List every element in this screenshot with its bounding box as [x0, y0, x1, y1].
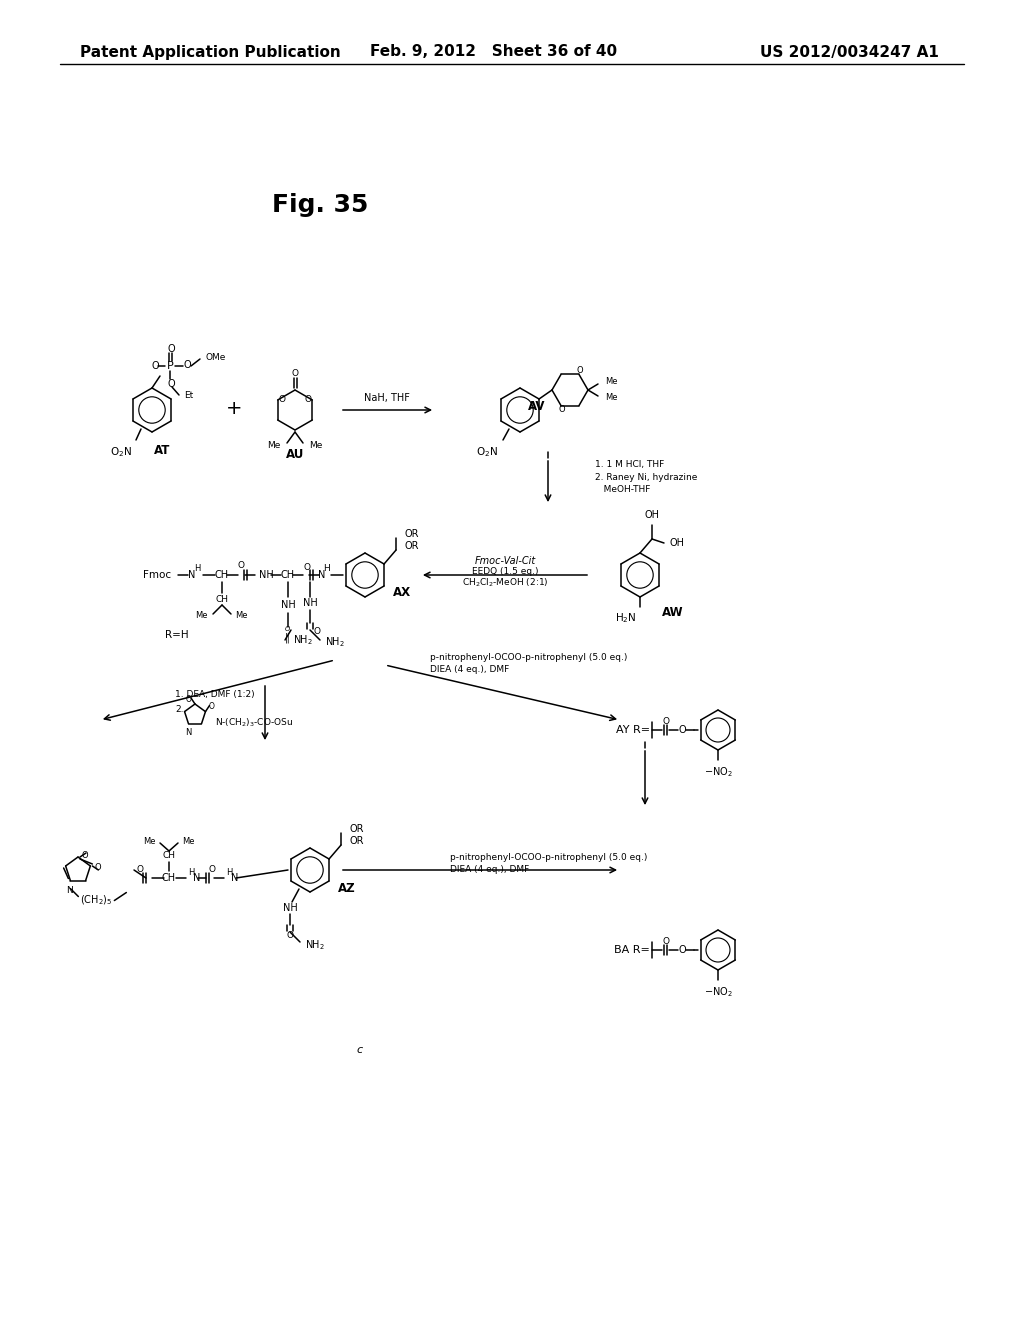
Text: R=H: R=H: [165, 630, 188, 640]
Text: O: O: [559, 405, 565, 414]
Text: CH: CH: [281, 570, 295, 579]
Text: $c$: $c$: [356, 1045, 364, 1055]
Text: 2. Raney Ni, hydrazine: 2. Raney Ni, hydrazine: [595, 473, 697, 482]
Text: O: O: [287, 931, 294, 940]
Text: O: O: [577, 366, 584, 375]
Text: OR: OR: [349, 824, 364, 834]
Text: Me: Me: [143, 837, 156, 846]
Text: CH: CH: [163, 851, 175, 861]
Text: O: O: [279, 395, 285, 404]
Text: O: O: [663, 936, 670, 945]
Text: 1. 1 M HCl, THF: 1. 1 M HCl, THF: [595, 461, 665, 470]
Text: AY R=: AY R=: [615, 725, 650, 735]
Text: Fmoc-Val-Cit: Fmoc-Val-Cit: [474, 556, 536, 566]
Text: AZ: AZ: [338, 882, 355, 895]
Text: NH$_2$: NH$_2$: [293, 634, 313, 647]
Text: O: O: [303, 562, 310, 572]
Text: EEDQ (1.5 eq.): EEDQ (1.5 eq.): [472, 568, 539, 577]
Text: H: H: [324, 564, 331, 573]
Text: OR: OR: [404, 529, 419, 539]
Text: NH$_2$: NH$_2$: [305, 939, 325, 952]
Text: N: N: [185, 727, 191, 737]
Text: Et: Et: [184, 392, 194, 400]
Text: (CH$_2$)$_5$: (CH$_2$)$_5$: [80, 894, 113, 907]
Text: O: O: [238, 561, 245, 570]
Text: OR: OR: [404, 541, 419, 550]
Text: Fmoc: Fmoc: [143, 570, 171, 579]
Text: $\overset{O}{\|{}}$: $\overset{O}{\|{}}$: [285, 624, 292, 645]
Text: OH: OH: [670, 539, 685, 548]
Text: NH: NH: [281, 601, 295, 610]
Text: O$_2$N: O$_2$N: [476, 445, 498, 459]
Text: O: O: [94, 863, 100, 873]
Text: N: N: [317, 570, 325, 579]
Text: BA R=: BA R=: [614, 945, 650, 954]
Text: OR: OR: [349, 836, 364, 846]
Text: 2.: 2.: [175, 705, 183, 714]
Text: NH: NH: [303, 598, 317, 609]
Text: MeOH-THF: MeOH-THF: [595, 484, 650, 494]
Text: NH$_2$: NH$_2$: [325, 635, 345, 649]
Text: Me: Me: [234, 611, 248, 620]
Text: O: O: [186, 694, 191, 704]
Text: DIEA (4 eq.), DMF: DIEA (4 eq.), DMF: [430, 665, 509, 675]
Text: AU: AU: [286, 449, 304, 462]
Text: O: O: [183, 360, 190, 370]
Text: $-$NO$_2$: $-$NO$_2$: [703, 766, 732, 779]
Text: NH: NH: [283, 903, 297, 913]
Text: AW: AW: [662, 606, 684, 619]
Text: Me: Me: [605, 393, 617, 403]
Text: O: O: [209, 865, 215, 874]
Text: N: N: [187, 570, 195, 579]
Text: OH: OH: [644, 510, 659, 520]
Text: Me: Me: [267, 441, 281, 450]
Text: O: O: [292, 370, 299, 379]
Text: O: O: [678, 725, 686, 735]
Text: O: O: [305, 395, 312, 404]
Text: NaH, THF: NaH, THF: [365, 393, 410, 403]
Text: O$_2$N: O$_2$N: [110, 445, 132, 459]
Text: N: N: [231, 873, 239, 883]
Text: Feb. 9, 2012   Sheet 36 of 40: Feb. 9, 2012 Sheet 36 of 40: [370, 45, 617, 59]
Text: N-(CH$_2$)$_3$-CO-OSu: N-(CH$_2$)$_3$-CO-OSu: [215, 717, 293, 729]
Text: H$_2$N: H$_2$N: [615, 611, 637, 624]
Text: DIEA (4 eq.), DMF: DIEA (4 eq.), DMF: [450, 866, 529, 874]
Text: O: O: [678, 945, 686, 954]
Text: P: P: [167, 360, 173, 371]
Text: Me: Me: [309, 441, 323, 450]
Text: O: O: [152, 360, 159, 371]
Text: OMe: OMe: [206, 354, 226, 363]
Text: O: O: [663, 717, 670, 726]
Text: CH$_2$Cl$_2$-MeOH (2:1): CH$_2$Cl$_2$-MeOH (2:1): [462, 577, 548, 589]
Text: O: O: [82, 850, 88, 859]
Text: H: H: [187, 869, 195, 876]
Text: O: O: [167, 345, 175, 354]
Text: O: O: [167, 379, 175, 389]
Text: 1. DEA, DMF (1:2): 1. DEA, DMF (1:2): [175, 690, 255, 700]
Text: AT: AT: [154, 444, 170, 457]
Text: Patent Application Publication: Patent Application Publication: [80, 45, 341, 59]
Text: NH: NH: [259, 570, 273, 579]
Text: Me: Me: [182, 837, 195, 846]
Text: US 2012/0034247 A1: US 2012/0034247 A1: [760, 45, 939, 59]
Text: Me: Me: [196, 611, 208, 620]
Text: p-nitrophenyl-OCOO-p-nitrophenyl (5.0 eq.): p-nitrophenyl-OCOO-p-nitrophenyl (5.0 eq…: [450, 854, 647, 862]
Text: AV: AV: [528, 400, 546, 412]
Text: N: N: [193, 873, 201, 883]
Text: H: H: [226, 869, 232, 876]
Text: AX: AX: [393, 586, 411, 599]
Text: p-nitrophenyl-OCOO-p-nitrophenyl (5.0 eq.): p-nitrophenyl-OCOO-p-nitrophenyl (5.0 eq…: [430, 653, 628, 663]
Text: O: O: [136, 865, 143, 874]
Text: CH: CH: [215, 570, 229, 579]
Text: H: H: [194, 564, 200, 573]
Text: N: N: [66, 886, 73, 895]
Text: Me: Me: [605, 378, 617, 387]
Text: CH: CH: [215, 594, 228, 603]
Text: $-$NO$_2$: $-$NO$_2$: [703, 985, 732, 999]
Text: +: +: [225, 399, 243, 417]
Text: O: O: [209, 702, 214, 711]
Text: O: O: [313, 627, 321, 635]
Text: CH: CH: [162, 873, 176, 883]
Text: Fig. 35: Fig. 35: [271, 193, 369, 216]
